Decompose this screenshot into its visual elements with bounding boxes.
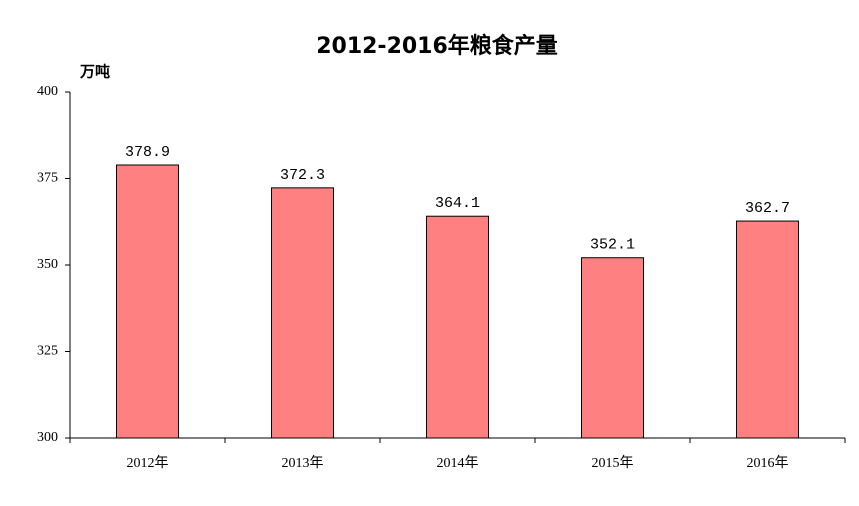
value-label: 352.1 <box>590 237 635 254</box>
bar <box>581 257 644 439</box>
x-tick-label: 2012年 <box>127 455 169 471</box>
value-label: 378.9 <box>125 144 170 161</box>
y-tick-label: 350 <box>37 257 58 272</box>
value-label: 372.3 <box>280 167 325 184</box>
value-label: 364.1 <box>435 195 480 212</box>
x-tick-label: 2015年 <box>592 455 634 471</box>
y-tick-label: 325 <box>37 344 58 359</box>
bar <box>426 215 489 439</box>
y-tick-label: 375 <box>37 171 58 186</box>
bar <box>116 164 179 439</box>
chart-title: 2012-2016年粮食产量 <box>316 33 558 59</box>
value-label: 362.7 <box>745 200 790 217</box>
bar <box>271 187 334 439</box>
y-tick-label: 300 <box>37 430 58 445</box>
y-tick-label: 400 <box>37 84 58 99</box>
x-tick-label: 2014年 <box>437 455 479 471</box>
y-axis-label: 万吨 <box>79 63 110 81</box>
x-tick-label: 2016年 <box>747 455 789 471</box>
bar <box>736 220 799 439</box>
x-tick-label: 2013年 <box>282 455 324 471</box>
